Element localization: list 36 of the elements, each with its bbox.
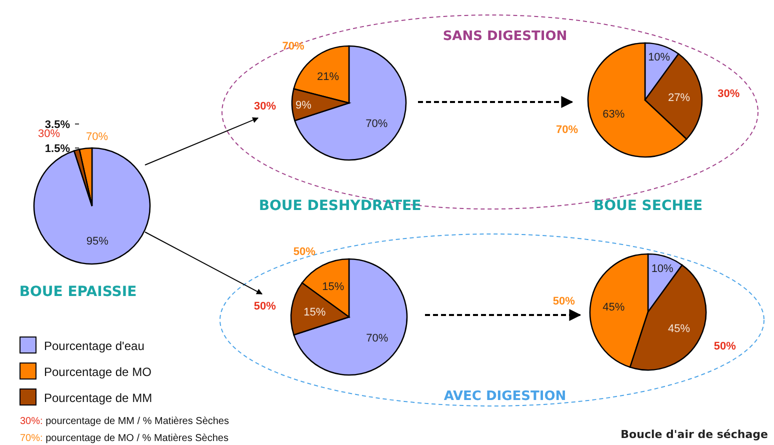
data-label: 70% (366, 332, 388, 344)
text: BOUE SECHEE (593, 198, 703, 214)
text: 70% (556, 124, 578, 136)
data-label: 1.5% (44, 143, 70, 155)
text: 70%: pourcentage de MO / % Matières Sèches (20, 433, 228, 444)
text: 50% (293, 246, 316, 258)
text: 50% (714, 340, 736, 353)
text: AVEC DIGESTION (444, 389, 566, 404)
text: 50% (254, 300, 276, 312)
chart-subtitle: SANS DIGESTION (442, 29, 568, 44)
data-label: 27% (668, 92, 690, 104)
data-label: 10% (651, 262, 674, 275)
text: 50% (552, 295, 576, 308)
data-label: 45% (668, 322, 690, 335)
text: BOUE DESHYDRATEE (258, 198, 422, 214)
legend-label: Pourcentage d'eau (44, 339, 144, 353)
text: BOUE EPAISSIE (19, 284, 137, 300)
text: 70% (282, 40, 304, 52)
text: 30%: pourcentage de MM / % Matières Sèches (20, 416, 229, 427)
text: 30% (254, 100, 276, 112)
text: 30% (38, 128, 60, 140)
data-label: 9% (295, 99, 312, 112)
text: Boucle d'air de séchage (620, 428, 768, 441)
pie-slice (293, 258, 408, 376)
data-label: 21% (317, 70, 340, 83)
legend-label: Pourcentage de MM (44, 391, 152, 405)
data-label: 10% (648, 52, 670, 64)
data-label: 15% (322, 280, 344, 293)
text: 70% (86, 131, 108, 143)
text: 30% (718, 88, 740, 100)
data-label: 45% (602, 302, 625, 314)
data-label: 63% (602, 108, 625, 121)
data-label: 95% (86, 235, 109, 248)
data-label: 15% (304, 306, 326, 319)
data-label: 70% (366, 118, 388, 130)
legend-label: Pourcentage de MO (44, 365, 152, 379)
